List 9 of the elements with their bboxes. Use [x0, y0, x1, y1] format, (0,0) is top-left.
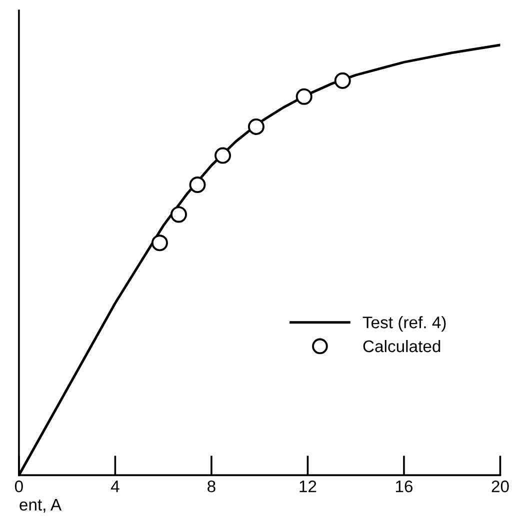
- legend-label: Calculated: [363, 340, 440, 352]
- x-tick-label: 12: [300, 480, 316, 492]
- x-axis-title: ent, A: [20, 498, 62, 513]
- x-tick-label: 16: [396, 480, 413, 492]
- legend-label: Test (ref. 4): [362, 316, 446, 332]
- x-tick-label: 4: [110, 480, 120, 492]
- x-tick-label: 8: [208, 480, 216, 492]
- x-tick-label: 0: [14, 480, 23, 492]
- x-tick-label: 20: [492, 480, 509, 492]
